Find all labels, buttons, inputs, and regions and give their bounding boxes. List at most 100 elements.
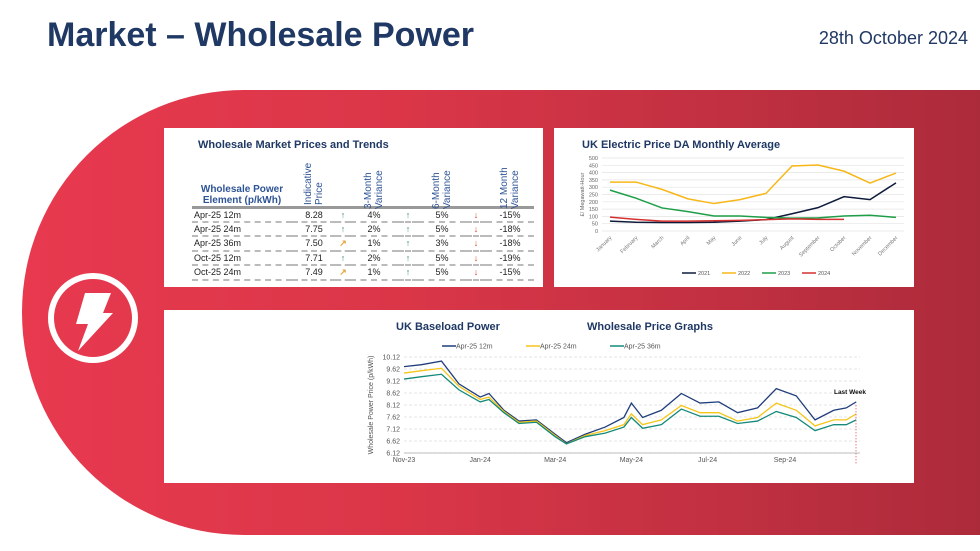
x-tick-label: June <box>731 235 744 248</box>
m12-variance-cell: -15% <box>486 265 534 281</box>
table-title: Wholesale Market Prices and Trends <box>198 139 389 151</box>
legend-label: 2022 <box>738 271 750 277</box>
baseload-panel: UK Baseload Power Wholesale Price Graphs… <box>164 310 914 483</box>
m3-variance-cell: 2% <box>350 250 398 266</box>
x-tick-label: July <box>758 235 769 246</box>
element-cell: Apr-25 24m <box>192 221 292 237</box>
element-cell: Oct-25 12m <box>192 250 292 266</box>
x-tick-label: March <box>650 235 665 250</box>
chart-title: UK Electric Price DA Monthly Average <box>582 139 781 151</box>
series-line-Apr-25 12m <box>403 360 857 444</box>
page-title: Market – Wholesale Power <box>47 16 475 54</box>
y-tick-label: 50 <box>592 222 598 228</box>
x-tick-label: September <box>798 235 821 258</box>
x-tick-label: April <box>679 235 691 247</box>
series-line-2024 <box>609 216 844 222</box>
arrow-up-icon: ↑ <box>398 221 418 237</box>
chart-title: UK Baseload Power <box>396 321 500 333</box>
m3-variance-cell: 1% <box>350 236 398 252</box>
legend-label: Apr-25 24m <box>540 344 577 351</box>
x-tick-label: November <box>851 235 873 257</box>
m12-variance-cell: -18% <box>486 236 534 252</box>
arrow-up-icon: ↑ <box>398 205 418 223</box>
m12-variance-cell: -18% <box>486 221 534 237</box>
y-axis-label: Wholesale Power Price (p/kWh) <box>368 356 375 455</box>
col-12m: 12 Month Variance <box>499 166 521 209</box>
table-row: Oct-25 24m 7.49 ↗ 1% ↑ 5% ↓ -15% <box>192 265 534 281</box>
m3-variance-cell: 4% <box>350 205 398 223</box>
arrow-down-icon: ↓ <box>466 250 486 266</box>
series-line-2022 <box>610 164 897 205</box>
col-3m: 3-Month Variance <box>363 169 385 209</box>
price-cell: 7.49 <box>292 265 336 281</box>
y-tick-label: 150 <box>589 207 598 213</box>
y-tick-label: 9.12 <box>386 379 400 386</box>
last-week-annotation: Last Week <box>834 389 866 396</box>
y-tick-label: 7.62 <box>386 415 400 422</box>
arrow-diag-icon: ↗ <box>336 265 350 281</box>
arrow-down-icon: ↓ <box>466 205 486 223</box>
series-line-Apr-25 36m <box>403 373 857 445</box>
da-monthly-panel: UK Electric Price DA Monthly Average 0 50… <box>554 128 914 287</box>
y-tick-label: 200 <box>589 200 598 206</box>
y-tick-label: 500 <box>589 156 598 162</box>
y-tick-label: 350 <box>589 178 598 184</box>
m3-variance-cell: 2% <box>350 221 398 237</box>
arrow-up-icon: ↑ <box>336 205 350 223</box>
chart-subtitle: Wholesale Price Graphs <box>587 321 713 333</box>
table-row: Apr-25 12m 8.28 ↑ 4% ↑ 5% ↓ -15% <box>192 205 534 223</box>
legend-label: Apr-25 12m <box>456 344 493 351</box>
m6-variance-cell: 5% <box>418 250 466 266</box>
y-tick-label: 8.62 <box>386 391 400 398</box>
x-tick-label: Sep-24 <box>774 457 797 464</box>
legend-label: 2021 <box>698 271 710 277</box>
element-cell: Apr-25 36m <box>192 236 292 252</box>
series-line-Apr-25 24m <box>403 367 857 445</box>
y-tick-label: 400 <box>589 171 598 177</box>
price-cell: 7.50 <box>292 236 336 252</box>
arrow-down-icon: ↓ <box>466 236 486 252</box>
y-tick-label: 9.62 <box>386 367 400 374</box>
m6-variance-cell: 3% <box>418 236 466 252</box>
x-tick-label: January <box>595 235 613 253</box>
arrow-up-icon: ↑ <box>398 265 418 281</box>
x-tick-label: Mar-24 <box>544 457 566 464</box>
m6-variance-cell: 5% <box>418 265 466 281</box>
x-tick-label: Nov-23 <box>393 457 416 464</box>
y-tick-label: 7.12 <box>386 427 400 434</box>
m12-variance-cell: -15% <box>486 205 534 223</box>
x-tick-label: May-24 <box>620 457 643 464</box>
arrow-up-icon: ↑ <box>398 236 418 252</box>
y-tick-label: 0 <box>595 229 598 235</box>
y-tick-label: 300 <box>589 185 598 191</box>
price-cell: 8.28 <box>292 205 336 223</box>
m6-variance-cell: 5% <box>418 205 466 223</box>
m6-variance-cell: 5% <box>418 221 466 237</box>
series-line-2023 <box>609 189 897 219</box>
arrow-down-icon: ↓ <box>466 265 486 281</box>
m12-variance-cell: -19% <box>486 250 534 266</box>
y-tick-label: 10.12 <box>382 355 400 362</box>
table-row: Apr-25 24m 7.75 ↑ 2% ↑ 5% ↓ -18% <box>192 221 534 237</box>
y-tick-label: 250 <box>589 193 598 199</box>
legend-label: 2024 <box>818 271 830 277</box>
arrow-down-icon: ↓ <box>466 221 486 237</box>
legend-label: 2023 <box>778 271 790 277</box>
table-row: Oct-25 12m 7.71 ↑ 2% ↑ 5% ↓ -19% <box>192 250 534 266</box>
y-tick-label: 100 <box>589 214 598 220</box>
x-tick-label: February <box>620 235 640 255</box>
lightning-bolt-icon <box>48 273 138 363</box>
x-tick-label: August <box>779 235 796 252</box>
arrow-diag-icon: ↗ <box>336 236 350 252</box>
y-tick-label: 6.62 <box>386 439 400 446</box>
wholesale-prices-panel: Wholesale Market Prices and Trends Whole… <box>164 128 543 287</box>
x-tick-label: December <box>877 235 899 257</box>
prices-table: Wholesale Power Element (p/kWh) Indicati… <box>192 155 534 281</box>
x-tick-label: May <box>706 235 718 247</box>
price-cell: 7.75 <box>292 221 336 237</box>
y-tick-label: 450 <box>589 163 598 169</box>
element-cell: Apr-25 12m <box>192 205 292 223</box>
arrow-up-icon: ↑ <box>336 250 350 266</box>
report-date: 28th October 2024 <box>818 28 968 48</box>
